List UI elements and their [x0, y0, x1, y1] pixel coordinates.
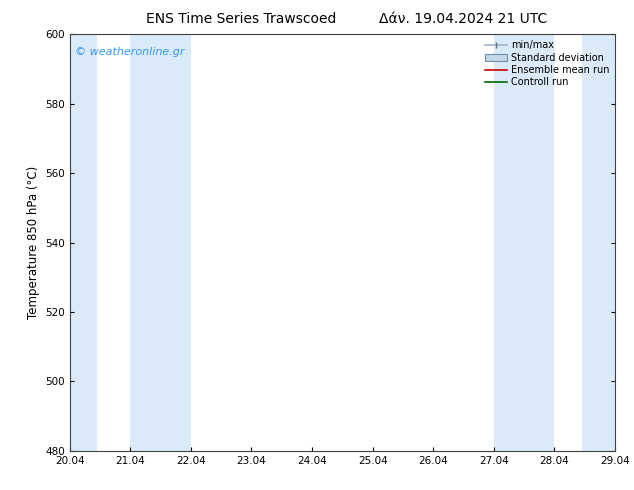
Text: Δάν. 19.04.2024 21 UTC: Δάν. 19.04.2024 21 UTC	[378, 12, 547, 26]
Bar	[494, 34, 554, 451]
Text: © weatheronline.gr: © weatheronline.gr	[75, 47, 184, 57]
Legend: min/max, Standard deviation, Ensemble mean run, Controll run: min/max, Standard deviation, Ensemble me…	[482, 37, 612, 90]
Text: ENS Time Series Trawscoed: ENS Time Series Trawscoed	[146, 12, 336, 26]
Bar	[581, 34, 615, 451]
Bar	[70, 34, 97, 451]
Bar	[131, 34, 191, 451]
Y-axis label: Temperature 850 hPa (°C): Temperature 850 hPa (°C)	[27, 166, 39, 319]
